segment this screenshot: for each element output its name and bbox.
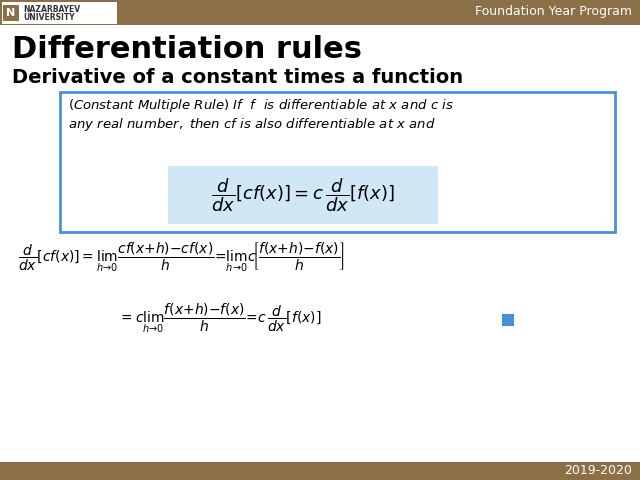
- FancyBboxPatch shape: [502, 314, 514, 326]
- FancyBboxPatch shape: [2, 2, 117, 24]
- FancyBboxPatch shape: [0, 462, 640, 480]
- Text: $\dfrac{d}{dx}[cf(x)] = \lim_{h \to 0}\dfrac{cf(x+h)-cf(x)}{h} = \lim_{h \to 0} : $\dfrac{d}{dx}[cf(x)] = \lim_{h \to 0}\d…: [18, 240, 345, 274]
- Text: $\dfrac{d}{dx}[cf(x)] = c\,\dfrac{d}{dx}[f(x)]$: $\dfrac{d}{dx}[cf(x)] = c\,\dfrac{d}{dx}…: [211, 176, 395, 214]
- FancyBboxPatch shape: [60, 92, 615, 232]
- Text: 2019-2020: 2019-2020: [564, 465, 632, 478]
- Text: NAZARBAYEV: NAZARBAYEV: [23, 4, 80, 13]
- FancyBboxPatch shape: [3, 5, 19, 21]
- Text: UNIVERSITY: UNIVERSITY: [23, 12, 75, 22]
- Text: $= c\lim_{h \to 0}\dfrac{f(x+h)-f(x)}{h} = c\,\dfrac{d}{dx}[f(x)]$: $= c\lim_{h \to 0}\dfrac{f(x+h)-f(x)}{h}…: [118, 301, 321, 335]
- Text: Derivative of a constant times a function: Derivative of a constant times a functio…: [12, 68, 463, 87]
- Text: N: N: [6, 8, 15, 18]
- Text: $\mathit{any\ real\ number,\ then\ cf\ is\ also\ differentiable\ at\ x\ and}$: $\mathit{any\ real\ number,\ then\ cf\ i…: [68, 116, 436, 133]
- Text: $\mathbf{\mathit{(Constant\ Multiple\ Rule)}}$ $\mathit{If\ \ f\ \ is\ different: $\mathbf{\mathit{(Constant\ Multiple\ Ru…: [68, 97, 454, 114]
- Text: Differentiation rules: Differentiation rules: [12, 35, 362, 64]
- FancyBboxPatch shape: [0, 0, 640, 25]
- FancyBboxPatch shape: [168, 166, 438, 224]
- Text: Foundation Year Program: Foundation Year Program: [475, 5, 632, 19]
